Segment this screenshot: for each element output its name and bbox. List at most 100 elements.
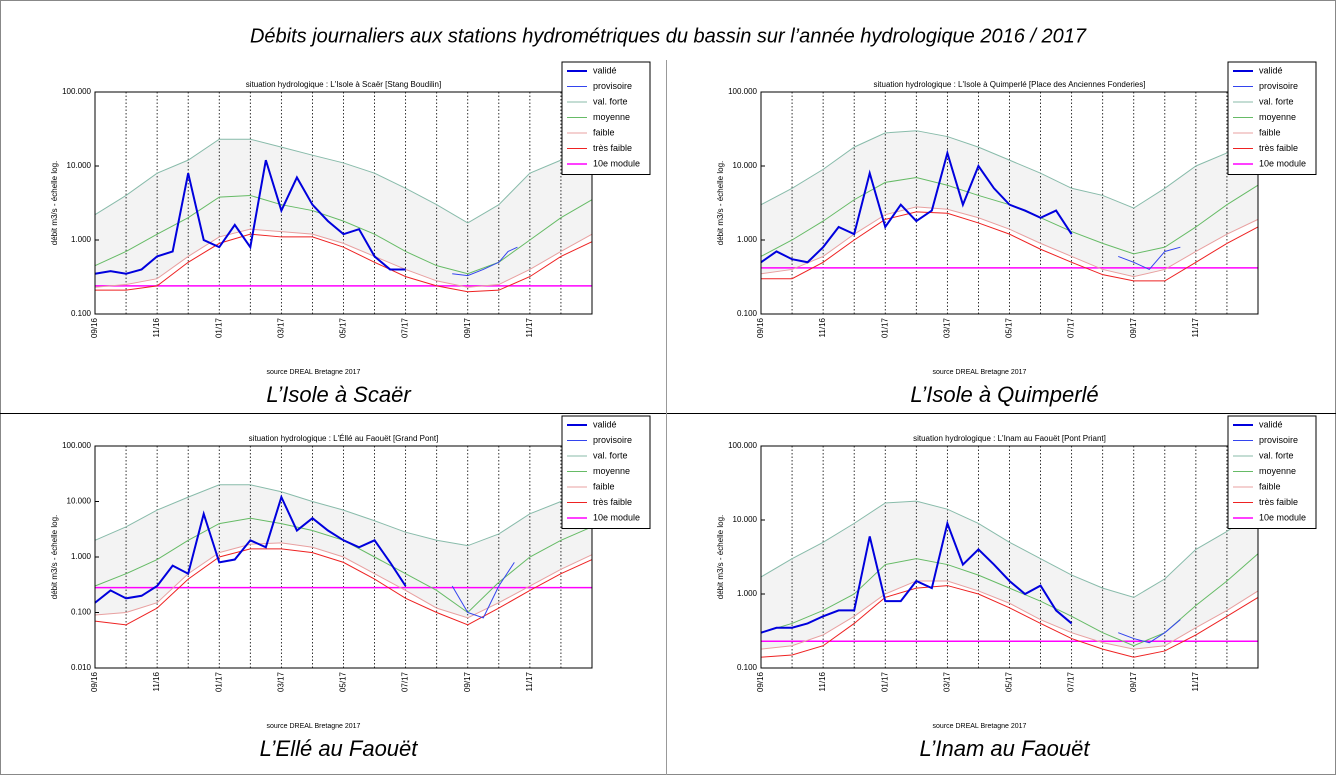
y-tick-label: 0.010 — [71, 663, 92, 672]
x-tick-label: 09/16 — [90, 317, 99, 338]
x-tick-label: 11/16 — [152, 671, 161, 691]
y-tick-label: 10.000 — [67, 161, 92, 170]
x-tick-label: 05/17 — [1005, 671, 1014, 692]
legend — [561, 61, 651, 175]
x-tick-label: 09/17 — [1129, 671, 1138, 692]
source-note: source DREAL Bretagne 2017 — [267, 723, 361, 730]
legend-label: moyenne — [1259, 466, 1296, 476]
legend-label: 10e module — [1259, 158, 1306, 168]
x-tick-label: 01/17 — [880, 317, 889, 338]
legend-label: provisoire — [593, 435, 632, 445]
x-tick-label: 03/17 — [276, 317, 285, 338]
y-axis-label: débit m3/s - échelle log. — [50, 515, 59, 600]
legend-label: 10e module — [593, 158, 640, 168]
series-line — [452, 246, 518, 277]
series-line — [760, 500, 1259, 598]
series-line — [760, 585, 1259, 658]
legend-label: validé — [1259, 419, 1283, 429]
x-tick-label: 09/16 — [756, 671, 765, 692]
series-line — [760, 206, 1259, 278]
chart: situation hydrologique : L'Isole à Scaër… — [50, 61, 651, 407]
series-line — [94, 159, 406, 275]
legend-label: très faible — [1259, 143, 1298, 153]
legend — [561, 415, 651, 529]
x-tick-label: 07/17 — [401, 317, 410, 338]
series-line — [760, 130, 1259, 209]
normal-band — [95, 139, 592, 288]
chart-title: situation hydrologique : L'Éllé au Faouë… — [249, 434, 439, 443]
caption: L’Inam au Faouët — [919, 736, 1090, 761]
legend-label: faible — [593, 127, 615, 137]
y-tick-label: 1.000 — [71, 552, 92, 561]
x-tick-label: 03/17 — [276, 671, 285, 692]
chart: situation hydrologique : L'Éllé au Faouë… — [50, 415, 651, 761]
x-tick-label: 09/17 — [1129, 317, 1138, 338]
x-tick-label: 11/17 — [1191, 671, 1200, 691]
legend-label: val. forte — [593, 96, 628, 106]
y-axis-label: débit m3/s - échelle log. — [716, 161, 725, 246]
x-tick-label: 11/17 — [1191, 317, 1200, 337]
x-tick-label: 01/17 — [214, 671, 223, 692]
series-line — [1118, 619, 1181, 644]
y-tick-label: 100.000 — [728, 87, 757, 96]
x-tick-label: 09/16 — [756, 317, 765, 338]
y-axis-label: débit m3/s - échelle log. — [50, 161, 59, 246]
x-tick-label: 11/16 — [818, 317, 827, 337]
x-tick-label: 09/17 — [463, 317, 472, 338]
legend-label: validé — [593, 65, 617, 75]
legend-label: provisoire — [1259, 81, 1298, 91]
source-note: source DREAL Bretagne 2017 — [933, 369, 1027, 376]
x-tick-label: 07/17 — [1067, 671, 1076, 692]
x-tick-label: 01/17 — [880, 671, 889, 692]
legend-label: faible — [1259, 481, 1281, 491]
source-note: source DREAL Bretagne 2017 — [933, 723, 1027, 730]
y-tick-label: 10.000 — [733, 515, 758, 524]
series-line — [760, 580, 1259, 650]
caption: L’Isole à Scaër — [266, 382, 412, 407]
legend-label: 10e module — [1259, 512, 1306, 522]
x-tick-label: 03/17 — [942, 671, 951, 692]
series-line — [94, 494, 407, 604]
y-tick-label: 10.000 — [67, 497, 92, 506]
legend-label: très faible — [593, 497, 632, 507]
x-tick-label: 11/17 — [525, 317, 534, 337]
source-note: source DREAL Bretagne 2017 — [267, 369, 361, 376]
series-line — [760, 519, 1073, 634]
x-tick-label: 05/17 — [339, 317, 348, 338]
legend-label: provisoire — [1259, 435, 1298, 445]
y-axis-label: débit m3/s - échelle log. — [716, 515, 725, 600]
plot-frame — [94, 445, 593, 669]
legend — [1227, 61, 1317, 175]
x-tick-label: 09/16 — [90, 671, 99, 692]
y-tick-label: 0.100 — [737, 309, 758, 318]
legend — [1227, 415, 1317, 529]
series-line — [1118, 246, 1181, 271]
legend-label: val. forte — [1259, 96, 1294, 106]
figure-title: Débits journaliers aux stations hydromét… — [250, 25, 1087, 47]
plot-frame — [94, 91, 593, 315]
series-line — [451, 562, 515, 619]
legend-label: très faible — [593, 143, 632, 153]
chart-title: situation hydrologique : L'Isole à Scaër… — [246, 80, 441, 89]
legend-label: moyenne — [1259, 112, 1296, 122]
legend-label: faible — [1259, 127, 1281, 137]
legend-label: val. forte — [593, 450, 628, 460]
caption: L’Isole à Quimperlé — [910, 382, 1098, 407]
x-tick-label: 09/17 — [463, 671, 472, 692]
plot-frame — [760, 445, 1259, 669]
x-tick-label: 11/17 — [525, 671, 534, 691]
y-tick-label: 100.000 — [728, 441, 757, 450]
series-line — [760, 149, 1073, 264]
x-tick-label: 07/17 — [401, 671, 410, 692]
series-line — [95, 233, 593, 293]
chart-title: situation hydrologique : L'Isole à Quimp… — [874, 80, 1146, 89]
series-line — [761, 211, 1259, 282]
series-line — [94, 228, 593, 288]
legend-label: moyenne — [593, 112, 630, 122]
caption: L’Ellé au Faouët — [260, 736, 419, 761]
series-line — [94, 138, 593, 224]
legend-label: provisoire — [593, 81, 632, 91]
